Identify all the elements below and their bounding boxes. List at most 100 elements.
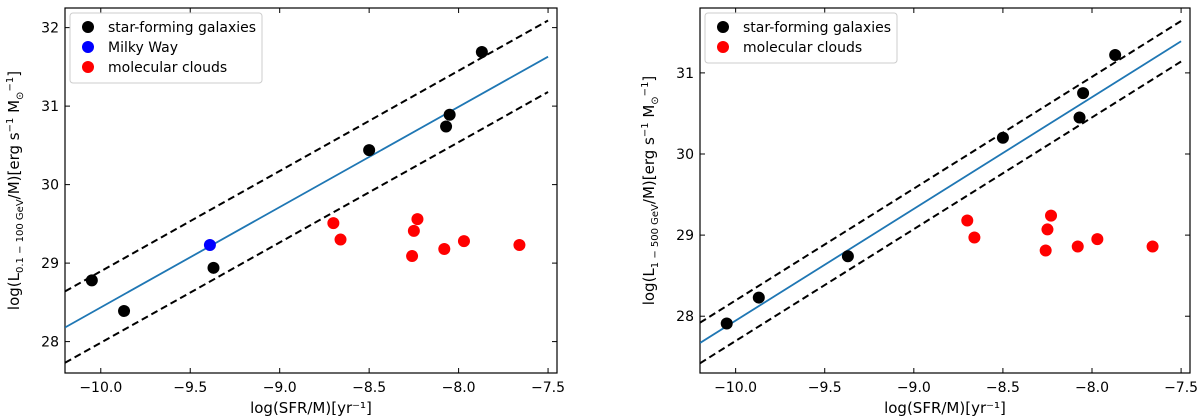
y-axis-label-part: ⊙ (650, 96, 661, 104)
legend-box (704, 12, 898, 64)
data-point (406, 250, 419, 263)
data-point (1077, 87, 1090, 100)
data-point (513, 239, 526, 252)
series-molecular-clouds (327, 213, 526, 263)
x-axis-label: log(SFR/M)[yr⁻¹] (884, 399, 1006, 416)
y-axis-label-part: log(L (5, 272, 23, 310)
data-point (407, 224, 420, 237)
data-point (720, 317, 733, 330)
data-point (207, 261, 220, 274)
data-point (411, 213, 424, 226)
series-milky-way (203, 239, 216, 252)
legend-label: molecular clouds (108, 60, 227, 76)
series-star-forming-galaxies (720, 49, 1122, 330)
data-point (961, 214, 974, 227)
data-point (203, 239, 216, 252)
x-tick-label: −8.5 (986, 380, 1020, 396)
plot-frame (64, 7, 558, 374)
y-axis-label-part: /M)[erg s (5, 132, 23, 199)
data-point (363, 144, 376, 157)
y-tick-label: 28 (676, 309, 694, 325)
lower-band-line (700, 60, 1182, 365)
data-point (1041, 223, 1054, 236)
y-axis-label-part: −1 (5, 77, 16, 92)
legend: star-forming galaxies Milky Way molecular … (69, 12, 263, 84)
x-tick-label: −10.0 (714, 380, 757, 396)
y-axis-label-part: −1 (640, 82, 651, 97)
data-point (457, 235, 470, 248)
x-tick-label: −7.5 (1164, 380, 1198, 396)
x-axis-label: log(SFR/M)[yr⁻¹] (250, 399, 372, 416)
series-star-forming-galaxies (85, 45, 488, 317)
y-axis-label-part: ⊙ (15, 92, 26, 100)
y-axis-label-part: log(L (640, 268, 658, 306)
series-molecular-clouds (961, 209, 1159, 257)
upper-band-line (65, 19, 549, 293)
fit-lines (700, 20, 1182, 365)
data-point (440, 120, 453, 133)
data-point (752, 291, 765, 304)
x-tick-label: −9.5 (808, 380, 842, 396)
data-point (85, 274, 98, 287)
legend-marker (717, 21, 729, 33)
data-point (1045, 209, 1058, 222)
y-axis-label-part: 0.1 − 100 GeV (15, 199, 26, 273)
x-tick-label: −10.0 (79, 380, 122, 396)
chart-panel-right: −10.0 −9.5 −9.0 −8.5 −8.0 −7.5 28 29 30 31 log(SFR… (640, 7, 1198, 416)
y-tick-label: 30 (41, 178, 59, 194)
best-fit-line (65, 55, 549, 329)
legend-label: star-forming galaxies (108, 20, 256, 36)
x-tick-label: −8.0 (442, 380, 476, 396)
best-fit-line (700, 40, 1182, 344)
y-axis-label-part: −1 (640, 122, 651, 137)
y-tick-label: 31 (41, 99, 59, 115)
data-point (1146, 240, 1159, 253)
legend: star-forming galaxies molecular clouds (704, 12, 898, 64)
lower-band-line (65, 91, 549, 364)
fit-lines (65, 19, 549, 364)
y-axis-label-part: M (640, 105, 658, 123)
data-point (438, 242, 451, 255)
y-tick-label: 29 (676, 228, 694, 244)
data-point (475, 45, 488, 58)
data-point (327, 217, 340, 230)
y-axis-label-part: M (5, 100, 23, 118)
y-tick-label: 28 (41, 335, 59, 351)
data-point (1091, 233, 1104, 246)
y-tick-label: 30 (676, 147, 694, 163)
legend-marker (717, 41, 729, 53)
legend-marker (82, 21, 94, 33)
chart-panel-left: −10.0 −9.5 −9.0 −8.5 −8.0 −7.5 28 29 30 31 32 log(S… (5, 7, 565, 416)
legend-marker (82, 61, 94, 73)
y-axis-label-part: 1 − 500 GeV (650, 204, 661, 268)
data-point (1073, 111, 1086, 124)
x-tick-label: −8.0 (1075, 380, 1109, 396)
plot-frame (699, 7, 1191, 374)
data-point (1109, 49, 1122, 62)
data-point (1039, 244, 1052, 257)
legend-label: molecular clouds (743, 40, 862, 56)
legend-box (69, 12, 263, 84)
y-axis-label-part: /M)[erg s (640, 137, 658, 204)
y-axis-label-part: ] (5, 71, 23, 77)
y-axis-label: log(L0.1 − 100 GeV/M)[erg s−1 M⊙−1] (5, 71, 26, 310)
data-point (1071, 240, 1084, 253)
x-tick-label: −8.5 (352, 380, 386, 396)
data-point (841, 250, 854, 263)
x-tick-label: −9.5 (173, 380, 207, 396)
x-tick-label: −9.0 (897, 380, 931, 396)
data-point (334, 233, 347, 246)
legend-marker (82, 41, 94, 53)
y-tick-label: 31 (676, 66, 694, 82)
y-axis-label-part: ] (640, 76, 658, 82)
x-tick-label: −9.0 (263, 380, 297, 396)
x-tick-label: −7.5 (531, 380, 565, 396)
legend-label: Milky Way (108, 40, 178, 56)
upper-band-line (700, 20, 1182, 324)
y-axis-label: log(L1 − 500 GeV/M)[erg s−1 M⊙−1] (640, 76, 661, 306)
data-point (118, 304, 131, 317)
legend-label: star-forming galaxies (743, 20, 891, 36)
data-point (996, 131, 1009, 144)
data-point (443, 108, 456, 121)
